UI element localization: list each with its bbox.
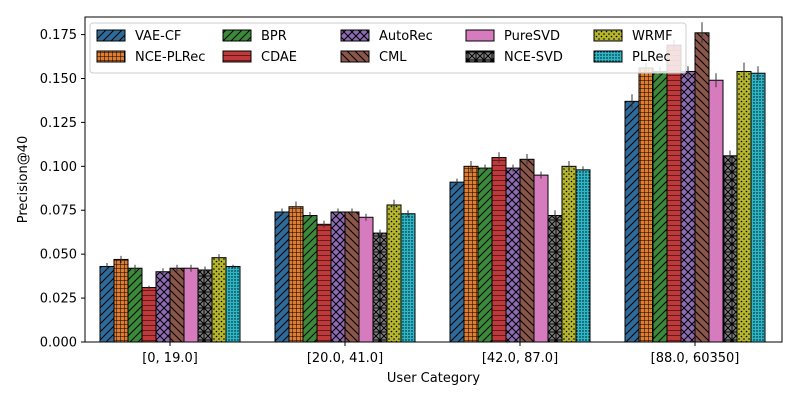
x-tick-label: [88.0, 60350] xyxy=(651,351,740,366)
y-tick-label: 0.025 xyxy=(40,292,77,307)
legend-swatch-nce-svd xyxy=(465,50,495,63)
bar-cdae-3 xyxy=(666,44,682,343)
bar-plrec-3 xyxy=(750,72,766,343)
y-tick-label: 0.125 xyxy=(40,116,77,131)
bar-nce-plrec-3 xyxy=(638,67,654,343)
x-tick-label: [0, 19.0] xyxy=(142,351,198,366)
legend-label-nce-svd: NCE-SVD xyxy=(504,50,563,65)
x-tick-label: [42.0, 87.0] xyxy=(482,351,558,366)
legend-label-nce-plrec: NCE-PLRec xyxy=(135,50,205,65)
legend-label-puresvd: PureSVD xyxy=(504,29,560,44)
legend-label-plrec: PLRec xyxy=(632,50,671,65)
y-axis: 0.000 0.025 0.050 0.075 0.100 0.125 0.150 0.175 xyxy=(40,28,85,351)
legend-swatch-nce-plrec xyxy=(96,50,126,63)
bars-layer xyxy=(99,32,766,343)
bar-bpr-0 xyxy=(127,267,143,343)
legend-label-bpr: BPR xyxy=(261,29,287,44)
bar-cdae-0 xyxy=(141,287,157,343)
bar-nce-plrec-1 xyxy=(288,206,304,343)
y-tick-label: 0.150 xyxy=(40,72,77,87)
y-tick-label: 0.075 xyxy=(40,204,77,219)
legend-label-wrmf: WRMF xyxy=(632,29,673,44)
bar-plrec-0 xyxy=(225,265,241,343)
bar-bpr-3 xyxy=(652,70,668,343)
bar-autorec-2 xyxy=(505,167,521,343)
y-tick-label: 0.050 xyxy=(40,248,77,263)
bar-nce-plrec-0 xyxy=(113,258,129,343)
bar-nce-svd-1 xyxy=(372,232,388,343)
bar-puresvd-1 xyxy=(358,216,374,343)
y-tick-label: 0.100 xyxy=(40,160,77,175)
bar-plrec-1 xyxy=(400,213,416,343)
x-tick-label: [20.0, 41.0] xyxy=(307,351,383,366)
x-axis: [0, 19.0] [20.0, 41.0] [42.0, 87.0] [88.0, … xyxy=(142,342,739,366)
legend-swatch-cdae xyxy=(222,50,252,63)
bar-cml-2 xyxy=(519,158,535,343)
legend-label-autorec: AutoRec xyxy=(379,29,433,44)
bar-cml-0 xyxy=(169,267,185,343)
bar-cdae-2 xyxy=(491,157,507,343)
bar-cdae-1 xyxy=(316,223,332,343)
legend-label-cml: CML xyxy=(379,50,407,65)
bar-vae-cf-2 xyxy=(449,181,465,343)
bar-puresvd-2 xyxy=(533,174,549,343)
bar-autorec-0 xyxy=(155,271,171,343)
legend-label-cdae: CDAE xyxy=(261,50,297,65)
bar-vae-cf-1 xyxy=(274,211,290,343)
bar-vae-cf-0 xyxy=(99,265,115,343)
legend-swatch-vae-cf xyxy=(96,29,126,42)
legend-swatch-bpr xyxy=(222,29,252,42)
bar-nce-plrec-2 xyxy=(463,165,479,343)
bar-puresvd-3 xyxy=(708,79,724,343)
bar-wrmf-0 xyxy=(211,257,227,343)
bar-cml-3 xyxy=(694,32,710,343)
bar-wrmf-2 xyxy=(561,165,577,343)
bar-autorec-1 xyxy=(330,211,346,343)
legend-swatch-plrec xyxy=(593,50,623,63)
legend-swatch-wrmf xyxy=(593,29,623,42)
bar-cml-1 xyxy=(344,211,360,343)
y-tick-label: 0.000 xyxy=(40,336,77,351)
legend-swatch-autorec xyxy=(340,29,370,42)
legend-swatch-puresvd xyxy=(465,29,495,42)
axes-frame xyxy=(84,16,783,343)
bar-nce-svd-3 xyxy=(722,155,738,343)
bar-vae-cf-3 xyxy=(624,100,640,343)
bar-puresvd-0 xyxy=(183,267,199,343)
legend-label-vae-cf: VAE-CF xyxy=(135,29,181,44)
bar-wrmf-3 xyxy=(736,70,752,343)
bar-nce-svd-0 xyxy=(197,269,213,343)
y-tick-label: 0.175 xyxy=(40,28,77,43)
bar-wrmf-1 xyxy=(386,204,402,343)
bar-bpr-2 xyxy=(477,167,493,343)
bar-bpr-1 xyxy=(302,215,318,343)
bar-autorec-3 xyxy=(680,70,696,343)
x-axis-label: User Category xyxy=(387,371,480,386)
legend: VAE-CF NCE-PLRec BPR CDAE AutoRec CML PureSVD N… xyxy=(89,22,687,74)
bar-plrec-2 xyxy=(575,169,591,343)
y-axis-label: Precision@40 xyxy=(16,136,31,224)
bar-nce-svd-2 xyxy=(547,215,563,343)
legend-swatch-cml xyxy=(340,50,370,63)
